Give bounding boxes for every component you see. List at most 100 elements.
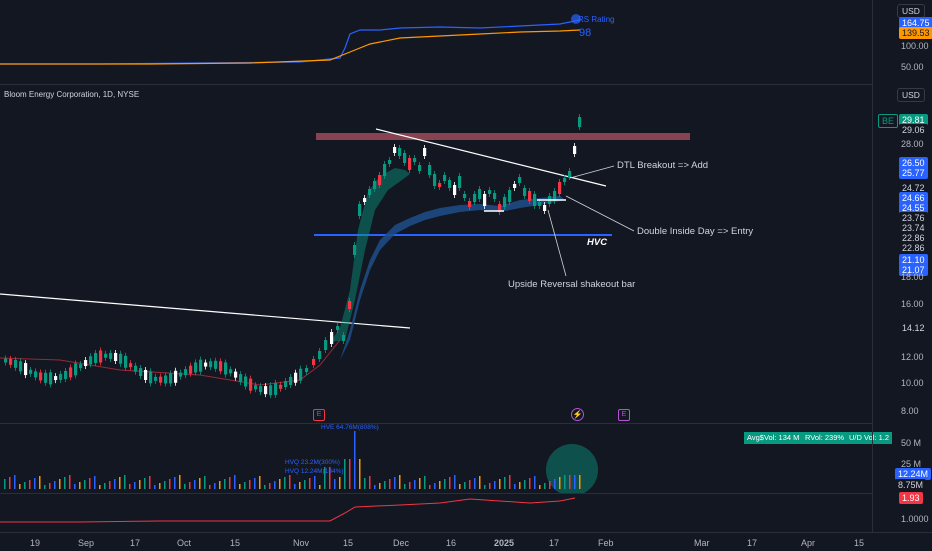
- volume-bar: [29, 480, 31, 489]
- volume-bar: [394, 477, 396, 489]
- main-price-chart[interactable]: [0, 100, 872, 410]
- price-pill: 24.55: [899, 202, 928, 214]
- volume-bar: [19, 484, 21, 489]
- long-trend-line: [0, 293, 411, 329]
- volume-bar: [534, 476, 536, 489]
- earnings-marker-icon[interactable]: E: [313, 409, 325, 421]
- volume-bar: [499, 479, 501, 489]
- volume-bars: [4, 431, 581, 489]
- price-pill: 23.76: [899, 212, 928, 224]
- candle: [114, 352, 118, 361]
- candle: [473, 194, 477, 202]
- price-pill: 29.06: [899, 124, 928, 136]
- candle: [513, 184, 517, 188]
- volume-bar: [489, 483, 491, 489]
- candle: [342, 335, 346, 341]
- currency-button-top[interactable]: USD: [897, 4, 925, 18]
- volume-bar: [274, 481, 276, 489]
- date-label: Nov: [293, 538, 310, 548]
- candle: [119, 353, 123, 364]
- volume-chart[interactable]: [0, 423, 872, 493]
- symbol-title[interactable]: Bloom Energy Corporation, 1D, NYSE: [4, 90, 140, 99]
- volume-bar: [209, 485, 211, 489]
- date-label: Apr: [801, 538, 816, 548]
- candle: [144, 369, 148, 380]
- currency-button-main[interactable]: USD: [897, 88, 925, 102]
- volume-bar: [329, 467, 331, 489]
- volume-bar: [224, 479, 226, 489]
- volume-bar: [44, 485, 46, 489]
- volume-bar: [114, 479, 116, 489]
- candle: [124, 355, 128, 368]
- volume-bar: [319, 485, 321, 489]
- rs-line-chart: [0, 14, 581, 65]
- volume-bar: [84, 480, 86, 489]
- volume-bar: [339, 477, 341, 489]
- price-label-16: 16.00: [901, 299, 924, 309]
- candle: [378, 175, 382, 185]
- candle: [368, 189, 372, 195]
- candle: [353, 245, 357, 255]
- volume-bar: [344, 459, 346, 489]
- volume-bar: [474, 478, 476, 489]
- volume-bar: [24, 482, 26, 489]
- price-label-10: 10.00: [901, 378, 924, 388]
- candle: [164, 375, 168, 384]
- ticker-pill: BE: [878, 114, 899, 128]
- volume-bar: [524, 480, 526, 489]
- volume-bar: [324, 467, 326, 489]
- candle: [289, 376, 293, 385]
- candle: [179, 372, 183, 377]
- price-label-8: 8.00: [901, 406, 919, 416]
- candle: [59, 373, 63, 380]
- earnings-marker-icon-2[interactable]: E: [618, 409, 630, 421]
- candle: [398, 148, 402, 156]
- price-label-28: 28.00: [901, 139, 924, 149]
- candle: [249, 378, 253, 391]
- lightning-event-icon[interactable]: ⚡: [571, 408, 584, 421]
- candle: [299, 368, 303, 381]
- date-label: 17: [549, 538, 560, 548]
- candle: [214, 360, 218, 369]
- candle: [393, 147, 397, 153]
- candle: [199, 359, 203, 372]
- relative-volume-badge: RVol: 239%: [802, 432, 848, 444]
- volume-bar: [89, 478, 91, 489]
- candle: [269, 385, 273, 396]
- volume-bar: [459, 484, 461, 489]
- price-pill: 21.07: [899, 264, 928, 276]
- candle: [129, 363, 133, 368]
- avg-dollar-volume-badge: Avg$Vol: 134 M: [744, 432, 803, 444]
- candle: [573, 146, 577, 154]
- candle: [383, 164, 387, 176]
- volume-axis-25m: 25 M: [901, 459, 922, 469]
- candle: [229, 369, 233, 374]
- candle: [543, 205, 547, 211]
- rs-axis-100: 100.00: [901, 41, 929, 51]
- candle: [443, 175, 447, 181]
- bottom-indicator-chart: [0, 497, 576, 523]
- volume-bar: [404, 484, 406, 489]
- price-pill: 23.74: [899, 222, 928, 234]
- rs-panel: RS Rating 98: [0, 0, 872, 84]
- candle: [403, 153, 407, 163]
- candle: [39, 372, 43, 381]
- candle: [358, 204, 362, 216]
- date-axis[interactable]: 19 Sep 17 Oct 15 Nov 15 Dec 16 2025 17 F…: [0, 532, 932, 551]
- volume-bar: [504, 477, 506, 489]
- candle: [29, 369, 33, 374]
- candle: [388, 160, 392, 164]
- candle: [169, 373, 173, 384]
- candle-group: [4, 114, 582, 399]
- volume-bar: [104, 483, 106, 489]
- volume-bar: [424, 476, 426, 489]
- price-axis[interactable]: USD 164.75 139.53 100.00 50.00 USD BE 29…: [872, 0, 932, 532]
- volume-bar: [4, 479, 6, 489]
- candle: [578, 117, 582, 127]
- candle: [458, 176, 462, 188]
- volume-bar: [134, 482, 136, 489]
- volume-bar: [279, 479, 281, 489]
- inside-day-annotation: Double Inside Day => Entry: [637, 226, 754, 237]
- candle: [24, 363, 28, 376]
- volume-bar: [59, 479, 61, 489]
